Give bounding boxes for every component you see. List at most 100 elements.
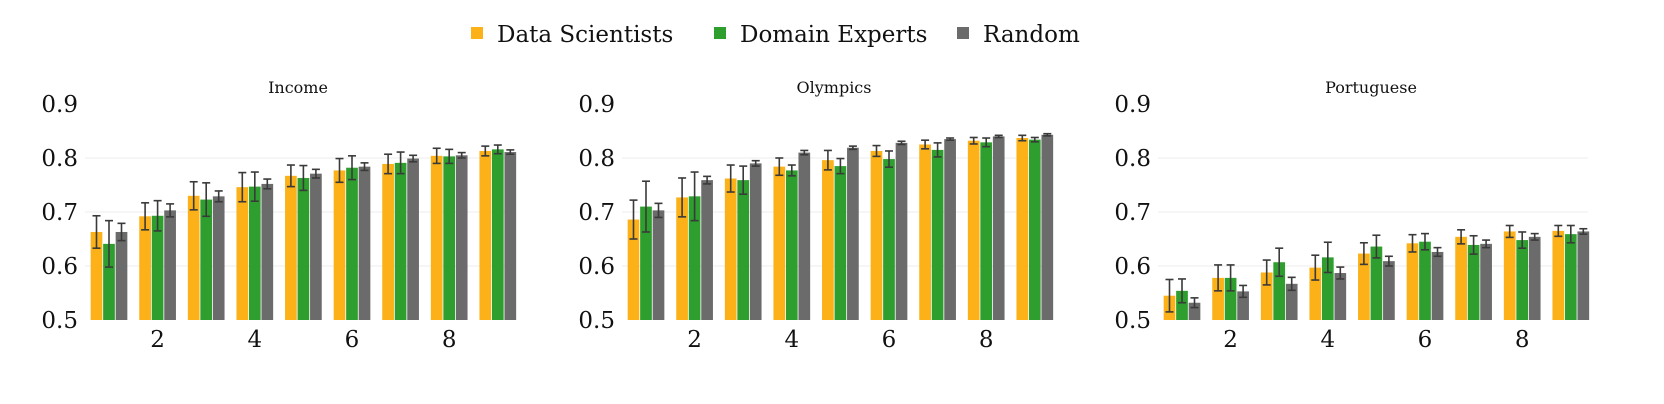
y-tick-label: 0.5 <box>1114 308 1151 334</box>
bar <box>285 175 297 320</box>
bar <box>430 155 443 320</box>
bar <box>919 144 931 320</box>
y-tick-label: 0.9 <box>41 92 78 118</box>
bar <box>1577 231 1590 320</box>
bar <box>895 142 908 320</box>
bar <box>407 158 419 320</box>
bar <box>382 163 394 320</box>
legend-item-data-scientists: Data Scientists <box>471 22 673 48</box>
y-tick-labels: 0.5 0.6 0.7 0.8 0.9 <box>1114 92 1151 334</box>
bar <box>1224 277 1237 320</box>
bar <box>1016 138 1029 320</box>
x-tick-label: 6 <box>1418 327 1433 353</box>
y-tick-label: 0.5 <box>41 308 78 334</box>
bar <box>1041 134 1054 320</box>
y-tick-label: 0.6 <box>578 254 615 280</box>
bar <box>236 187 249 320</box>
bar <box>652 210 665 320</box>
y-tick-label: 0.6 <box>1114 254 1151 280</box>
panel-income: Income 0.5 0.6 0.7 0.8 0.9 2 4 6 8 <box>41 78 517 353</box>
bar <box>992 136 1005 320</box>
bar <box>90 231 103 320</box>
bar <box>1480 243 1492 320</box>
bar <box>164 210 176 320</box>
x-tick-label: 4 <box>1320 327 1335 353</box>
bar <box>310 173 322 320</box>
bar <box>297 177 310 320</box>
panel-portuguese: Portuguese 0.5 0.6 0.7 0.8 0.9 2 4 6 8 <box>1114 78 1590 353</box>
x-tick-label: 6 <box>345 327 360 353</box>
bar <box>1260 272 1273 320</box>
x-tick-label: 8 <box>442 327 457 353</box>
bar <box>1406 243 1419 320</box>
bar <box>1237 291 1249 320</box>
y-tick-label: 0.7 <box>578 200 615 226</box>
bar <box>773 166 786 320</box>
bar <box>1516 240 1529 320</box>
x-tick-label: 4 <box>784 327 799 353</box>
y-tick-label: 0.6 <box>41 254 78 280</box>
y-tick-label: 0.8 <box>1114 146 1151 172</box>
bar <box>883 159 895 320</box>
bar <box>1528 236 1541 320</box>
bar <box>1273 262 1286 320</box>
bars <box>1163 224 1590 320</box>
bar <box>1212 277 1224 320</box>
bar <box>1285 283 1298 320</box>
bar <box>394 162 407 320</box>
bar <box>479 150 492 320</box>
bar <box>1419 241 1431 320</box>
bars <box>627 132 1054 320</box>
bar <box>701 180 713 320</box>
bar <box>212 196 225 320</box>
bar <box>944 139 956 320</box>
bar <box>1358 253 1370 320</box>
panel-title: Olympics <box>797 78 872 97</box>
y-tick-label: 0.5 <box>578 308 615 334</box>
bar <box>1188 302 1201 320</box>
bar <box>443 156 456 320</box>
bar <box>1467 244 1480 320</box>
bar <box>749 163 762 320</box>
bar <box>980 142 993 320</box>
y-tick-labels: 0.5 0.6 0.7 0.8 0.9 <box>578 92 615 334</box>
bar <box>785 170 798 320</box>
bar <box>1455 236 1467 320</box>
bar <box>151 215 164 320</box>
bar <box>676 197 688 320</box>
y-tick-label: 0.7 <box>1114 200 1151 226</box>
bar <box>261 183 274 320</box>
bar <box>1321 257 1334 320</box>
bar <box>103 243 115 320</box>
legend-item-domain-experts: Domain Experts <box>714 22 927 48</box>
x-tick-label: 8 <box>979 327 994 353</box>
bar <box>1552 230 1565 320</box>
x-tick-labels: 2 4 6 8 <box>687 327 993 353</box>
bar <box>1334 273 1347 320</box>
legend-label-data-scientists: Data Scientists <box>497 22 673 48</box>
panel-title: Portuguese <box>1325 78 1417 97</box>
x-tick-labels: 2 4 6 8 <box>1223 327 1529 353</box>
bar <box>139 216 151 320</box>
bar <box>187 195 200 320</box>
x-tick-label: 2 <box>1223 327 1238 353</box>
bar <box>200 199 213 320</box>
bar <box>967 140 980 320</box>
y-tick-label: 0.9 <box>578 92 615 118</box>
x-tick-label: 2 <box>150 327 165 353</box>
legend-item-random: Random <box>957 22 1080 48</box>
x-tick-labels: 2 4 6 8 <box>150 327 456 353</box>
bar <box>491 149 504 320</box>
panel-olympics: Olympics 0.5 0.6 0.7 0.8 0.9 2 4 6 8 <box>578 78 1054 353</box>
y-tick-label: 0.7 <box>41 200 78 226</box>
y-tick-label: 0.8 <box>578 146 615 172</box>
bar <box>834 166 847 320</box>
bar <box>115 231 128 320</box>
bar <box>931 149 944 320</box>
bar <box>1564 234 1577 320</box>
bar <box>847 147 859 320</box>
bars <box>90 144 517 320</box>
bar <box>333 170 346 320</box>
